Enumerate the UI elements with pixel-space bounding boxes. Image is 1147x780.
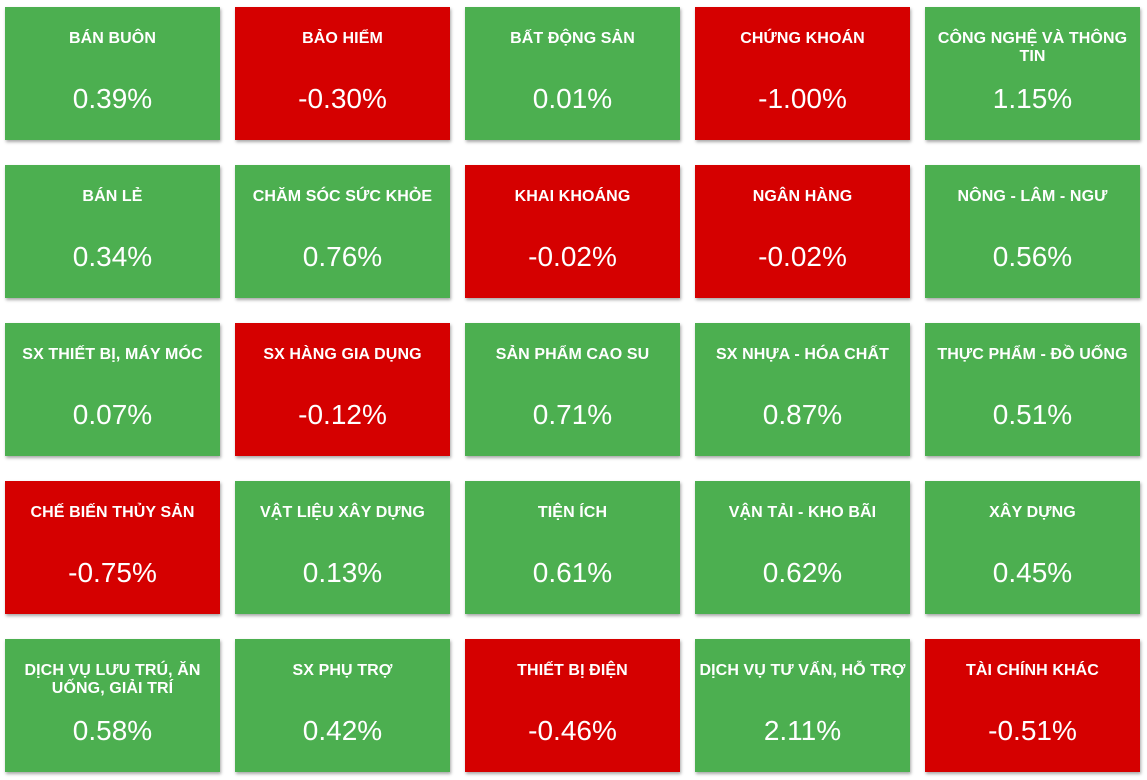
sector-name: DỊCH VỤ TƯ VẤN, HỖ TRỢ <box>699 662 906 679</box>
sector-name: NÔNG - LÂM - NGƯ <box>957 188 1108 205</box>
sector-name: THIẾT BỊ ĐIỆN <box>517 662 628 679</box>
sector-name: DỊCH VỤ LƯU TRÚ, ĂN UỐNG, GIẢI TRÍ <box>24 662 201 697</box>
sector-change: -0.75% <box>68 557 157 588</box>
sector-change: -0.02% <box>528 241 617 272</box>
sector-change: 2.11% <box>763 715 842 746</box>
sector-name: KHAI KHOÁNG <box>514 188 631 205</box>
sector-change: -0.30% <box>298 83 387 114</box>
sector-tile[interactable]: CHĂM SÓC SỨC KHỎE 0.76% <box>235 165 450 298</box>
sector-change: 0.34% <box>72 241 153 272</box>
sector-change: 0.71% <box>532 399 613 430</box>
sector-tile[interactable]: THIẾT BỊ ĐIỆN -0.46% <box>465 639 680 772</box>
sector-name: CHẾ BIẾN THỦY SẢN <box>30 504 195 521</box>
sector-name: VẬN TẢI - KHO BÃI <box>728 504 877 521</box>
sector-tile[interactable]: CHẾ BIẾN THỦY SẢN -0.75% <box>5 481 220 614</box>
sector-tile[interactable]: CÔNG NGHỆ VÀ THÔNG TIN 1.15% <box>925 7 1140 140</box>
sector-name: TÀI CHÍNH KHÁC <box>966 662 1099 679</box>
sector-tile[interactable]: DỊCH VỤ LƯU TRÚ, ĂN UỐNG, GIẢI TRÍ 0.58% <box>5 639 220 772</box>
sector-tile[interactable]: SX PHỤ TRỢ 0.42% <box>235 639 450 772</box>
sector-change: 0.62% <box>762 557 843 588</box>
sector-name: BẢO HIỂM <box>302 30 383 47</box>
sector-tile[interactable]: BẢO HIỂM -0.30% <box>235 7 450 140</box>
sector-tile[interactable]: SX THIẾT BỊ, MÁY MÓC 0.07% <box>5 323 220 456</box>
sector-change: 0.58% <box>72 715 153 746</box>
sector-change: -0.12% <box>298 399 387 430</box>
sector-name: CHỨNG KHOÁN <box>740 30 865 47</box>
sector-change: -1.00% <box>758 83 847 114</box>
sector-name: CÔNG NGHỆ VÀ THÔNG TIN <box>937 30 1128 65</box>
sector-tile[interactable]: BÁN LẺ 0.34% <box>5 165 220 298</box>
sector-name: THỰC PHẨM - ĐỒ UỐNG <box>937 346 1128 363</box>
sector-change: 0.45% <box>992 557 1073 588</box>
sector-name: TIỆN ÍCH <box>537 504 608 521</box>
sector-change: -0.46% <box>528 715 617 746</box>
sector-name: NGÂN HÀNG <box>752 188 853 205</box>
sector-change: 0.87% <box>762 399 843 430</box>
sector-tile[interactable]: SẢN PHẨM CAO SU 0.71% <box>465 323 680 456</box>
sector-tile[interactable]: SX HÀNG GIA DỤNG -0.12% <box>235 323 450 456</box>
sector-tile[interactable]: TIỆN ÍCH 0.61% <box>465 481 680 614</box>
sector-change: 0.61% <box>532 557 613 588</box>
sector-name: SX HÀNG GIA DỤNG <box>263 346 422 363</box>
sector-name: SẢN PHẨM CAO SU <box>495 346 650 363</box>
sector-name: VẬT LIỆU XÂY DỰNG <box>260 504 425 521</box>
sector-change: 0.39% <box>72 83 153 114</box>
sector-change: 0.51% <box>992 399 1073 430</box>
sector-change: 0.01% <box>532 83 613 114</box>
sector-change: 0.07% <box>72 399 153 430</box>
sector-change: -0.51% <box>988 715 1077 746</box>
sector-tile[interactable]: KHAI KHOÁNG -0.02% <box>465 165 680 298</box>
sector-tile[interactable]: BÁN BUÔN 0.39% <box>5 7 220 140</box>
sector-name: SX THIẾT BỊ, MÁY MÓC <box>22 346 203 363</box>
sector-tile[interactable]: XÂY DỰNG 0.45% <box>925 481 1140 614</box>
sector-name: SX NHỰA - HÓA CHẤT <box>716 346 889 363</box>
sector-name: SX PHỤ TRỢ <box>292 662 393 679</box>
sector-change: -0.02% <box>758 241 847 272</box>
sector-tile[interactable]: NÔNG - LÂM - NGƯ 0.56% <box>925 165 1140 298</box>
sector-change: 0.42% <box>302 715 383 746</box>
sector-change: 0.56% <box>992 241 1073 272</box>
sector-tile[interactable]: BẤT ĐỘNG SẢN 0.01% <box>465 7 680 140</box>
sector-tile[interactable]: SX NHỰA - HÓA CHẤT 0.87% <box>695 323 910 456</box>
sector-name: BÁN LẺ <box>82 188 143 205</box>
sector-name: BẤT ĐỘNG SẢN <box>510 30 635 47</box>
sector-tile[interactable]: TÀI CHÍNH KHÁC -0.51% <box>925 639 1140 772</box>
sector-change: 0.13% <box>302 557 383 588</box>
sector-tile[interactable]: DỊCH VỤ TƯ VẤN, HỖ TRỢ 2.11% <box>695 639 910 772</box>
sector-name: XÂY DỰNG <box>989 504 1076 521</box>
sector-change: 0.76% <box>302 241 383 272</box>
sector-name: BÁN BUÔN <box>68 30 157 47</box>
sector-tile[interactable]: NGÂN HÀNG -0.02% <box>695 165 910 298</box>
sector-tile[interactable]: VẬT LIỆU XÂY DỰNG 0.13% <box>235 481 450 614</box>
sector-tile[interactable]: VẬN TẢI - KHO BÃI 0.62% <box>695 481 910 614</box>
sector-name: CHĂM SÓC SỨC KHỎE <box>252 188 433 205</box>
sector-change: 1.15% <box>992 83 1073 114</box>
sector-tile[interactable]: CHỨNG KHOÁN -1.00% <box>695 7 910 140</box>
sector-tile[interactable]: THỰC PHẨM - ĐỒ UỐNG 0.51% <box>925 323 1140 456</box>
